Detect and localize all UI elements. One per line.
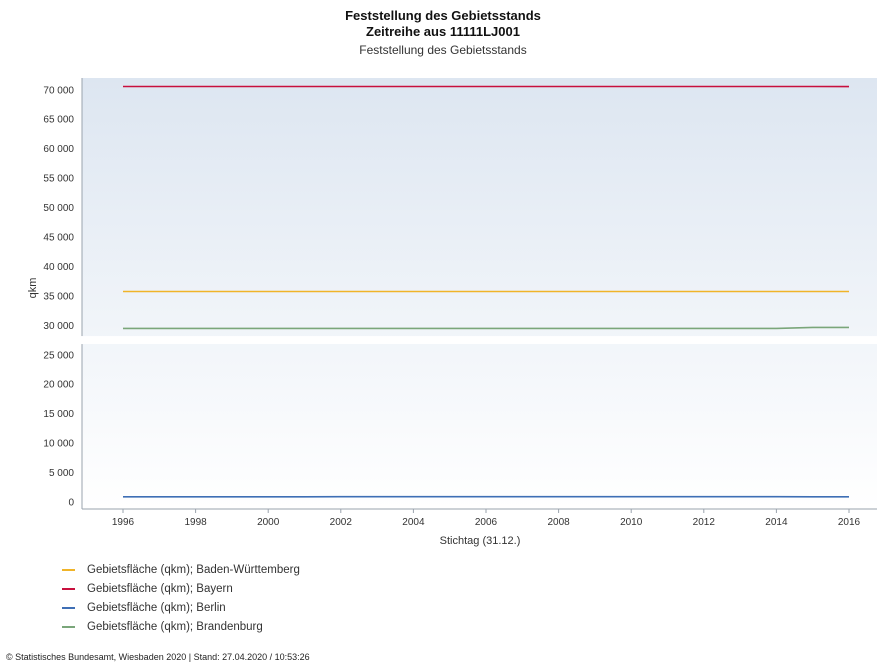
y-tick-label: 0 bbox=[68, 498, 74, 509]
line-chart: 0 5 000 10 000 15 000 20 000 25 000 30 000 35 0… bbox=[27, 78, 881, 547]
x-tick-label: 1996 bbox=[112, 517, 135, 528]
y-tick-label: 45 000 bbox=[43, 233, 74, 244]
legend-item: Gebietsfläche (qkm); Baden-Württemberg bbox=[62, 560, 300, 579]
series-line bbox=[123, 326, 849, 330]
y-tick-label: 70 000 bbox=[43, 85, 74, 96]
legend-item: Gebietsfläche (qkm); Bayern bbox=[62, 579, 300, 598]
x-axis-title: Stichtag (31.12.) bbox=[440, 535, 521, 547]
legend-label: Gebietsfläche (qkm); Baden-Württemberg bbox=[87, 563, 300, 576]
y-tick-label: 35 000 bbox=[43, 291, 74, 302]
legend-swatch bbox=[62, 568, 75, 571]
legend-label: Gebietsfläche (qkm); Berlin bbox=[87, 601, 226, 614]
axis-break bbox=[76, 336, 881, 345]
x-tick-label: 1998 bbox=[184, 517, 207, 528]
legend-swatch bbox=[62, 587, 75, 590]
legend-item: Gebietsfläche (qkm); Berlin bbox=[62, 598, 300, 617]
legend-item: Gebietsfläche (qkm); Brandenburg bbox=[62, 617, 300, 636]
x-tick-label: 2016 bbox=[838, 517, 861, 528]
chart-title-block: Feststellung des Gebietsstands Zeitreihe… bbox=[0, 8, 886, 58]
chart-subtitle: Zeitreihe aus 11111LJ001 bbox=[366, 24, 520, 39]
plot-background bbox=[82, 78, 877, 509]
y-tick-label: 55 000 bbox=[43, 174, 74, 185]
y-tick-label: 60 000 bbox=[43, 144, 74, 155]
y-tick-label: 10 000 bbox=[43, 439, 74, 450]
legend-swatch bbox=[62, 606, 75, 609]
chart-legend: Gebietsfläche (qkm); Baden-Württemberg Ge… bbox=[62, 560, 300, 636]
x-tick-label: 2004 bbox=[402, 517, 425, 528]
y-axis-title: qkm bbox=[27, 278, 39, 299]
legend-label: Gebietsfläche (qkm); Bayern bbox=[87, 582, 233, 595]
x-tick-label: 2010 bbox=[620, 517, 643, 528]
y-tick-label: 50 000 bbox=[43, 203, 74, 214]
y-tick-label: 25 000 bbox=[43, 350, 74, 361]
y-tick-label: 15 000 bbox=[43, 409, 74, 420]
chart-caption: Feststellung des Gebietsstands bbox=[359, 43, 527, 57]
x-tick-label: 2008 bbox=[547, 517, 570, 528]
chart-title: Feststellung des Gebietsstands bbox=[345, 8, 541, 23]
legend-swatch bbox=[62, 625, 75, 628]
x-tick-label: 2002 bbox=[330, 517, 353, 528]
x-tick-label: 2014 bbox=[765, 517, 788, 528]
x-tick-label: 2006 bbox=[475, 517, 498, 528]
legend-label: Gebietsfläche (qkm); Brandenburg bbox=[87, 620, 263, 633]
x-tick-label: 2000 bbox=[257, 517, 280, 528]
y-tick-label: 20 000 bbox=[43, 380, 74, 391]
copyright-footer: © Statistisches Bundesamt, Wiesbaden 202… bbox=[6, 652, 310, 662]
y-tick-label: 40 000 bbox=[43, 262, 74, 273]
x-tick-label: 2012 bbox=[693, 517, 716, 528]
y-tick-label: 5 000 bbox=[49, 468, 74, 479]
y-tick-label: 65 000 bbox=[43, 115, 74, 126]
y-tick-label: 30 000 bbox=[43, 321, 74, 332]
